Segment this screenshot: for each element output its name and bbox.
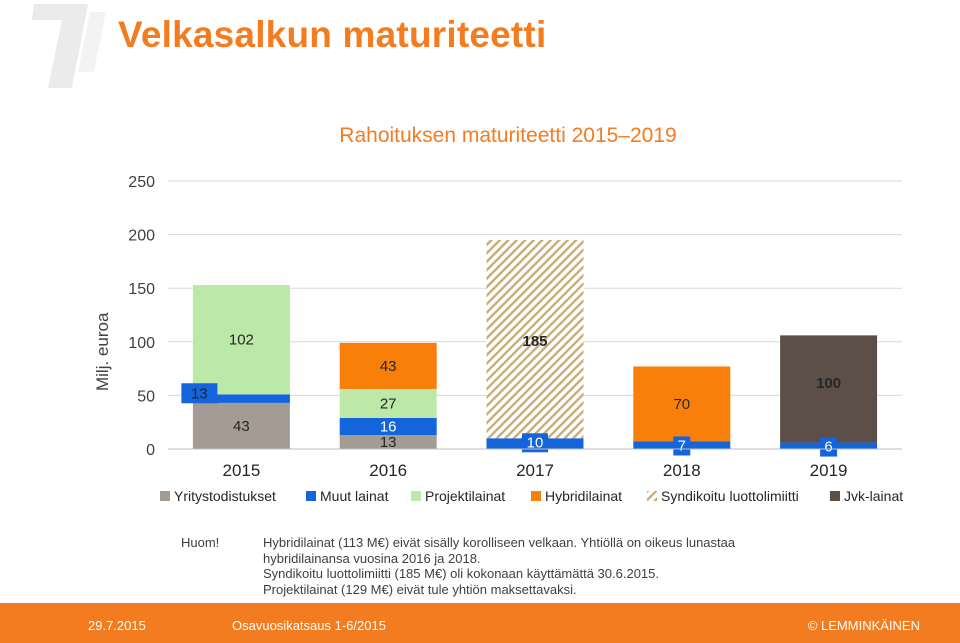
- legend-swatch: [647, 491, 657, 501]
- bar-muut-lainat: [192, 394, 290, 403]
- bar-syndikoitu-luottolimiitti: [486, 239, 584, 439]
- legend-label: Hybridilainat: [545, 488, 622, 504]
- y-tick-label: 100: [128, 335, 155, 352]
- x-tick-label: 2015: [222, 461, 260, 480]
- note-line: hybridilainansa vuosina 2016 ja 2018.: [263, 550, 481, 566]
- y-axis-title: Milj. euroa: [93, 312, 112, 391]
- y-tick-label: 0: [146, 442, 155, 459]
- legend-swatch: [160, 491, 170, 501]
- data-label-box: [522, 433, 548, 453]
- footer-date: 29.7.2015: [88, 618, 146, 633]
- legend-swatch: [306, 491, 316, 501]
- data-label-box: [181, 383, 218, 404]
- x-tick-label: 2016: [369, 461, 407, 480]
- bar-projektilainat: [339, 388, 437, 418]
- note-line: Projektilainat (129 M€) eivät tule yhtiö…: [263, 581, 577, 597]
- legend-swatch: [411, 491, 421, 501]
- bar-yritystodistukset: [192, 402, 290, 449]
- bar-projektilainat: [192, 284, 290, 395]
- notes-block: Hybridilainat (113 M€) eivät sisälly kor…: [263, 535, 823, 597]
- footer-bar: 29.7.2015 Osavuosikatsaus 1-6/2015 © LEM…: [0, 603, 960, 643]
- data-label: 27: [380, 395, 397, 412]
- x-tick-label: 2017: [516, 461, 554, 480]
- legend-label: Yritystodistukset: [174, 488, 276, 504]
- chart-title: Rahoituksen maturiteetti 2015–2019: [339, 124, 677, 147]
- data-label: 7: [678, 437, 686, 454]
- note-label: Huom!: [181, 535, 220, 550]
- data-label: 10: [527, 434, 544, 451]
- data-label: 70: [673, 396, 690, 413]
- bar-hybridilainat: [339, 342, 437, 389]
- note-line: Hybridilainat (113 M€) eivät sisälly kor…: [263, 535, 736, 550]
- legend-swatch: [531, 491, 541, 501]
- brand-logo-icon: [32, 4, 106, 88]
- data-label: 43: [380, 358, 397, 375]
- data-label: 13: [380, 434, 397, 451]
- page-title: Velkasalkun maturiteetti: [118, 14, 547, 55]
- bar-muut-lainat: [339, 417, 437, 436]
- x-tick-label: 2018: [663, 461, 701, 480]
- legend-label: Jvk-lainat: [844, 488, 903, 504]
- bar-hybridilainat: [633, 366, 731, 442]
- x-tick-label: 2019: [810, 461, 848, 480]
- bar-jvk-lainat: [780, 335, 878, 443]
- note-line: Syndikoitu luottolimiitti (185 M€) oli k…: [263, 566, 659, 581]
- legend-label: Projektilainat: [425, 488, 505, 504]
- legend-label: Syndikoitu luottolimiitti: [661, 488, 799, 504]
- data-label: 16: [380, 418, 397, 435]
- legend-label: Muut lainat: [320, 488, 389, 504]
- y-tick-label: 150: [128, 281, 155, 298]
- legend-swatch: [830, 491, 840, 501]
- data-label-box: [673, 436, 691, 456]
- y-tick-label: 50: [137, 388, 155, 405]
- data-label: 102: [229, 332, 254, 349]
- y-tick-label: 200: [128, 228, 155, 245]
- y-tick-label: 250: [128, 174, 155, 191]
- footer-brand: © LEMMINKÄINEN: [807, 618, 920, 633]
- data-label: 13: [191, 385, 208, 402]
- data-label: 6: [824, 439, 832, 456]
- data-label: 100: [816, 375, 841, 392]
- footer-report: Osavuosikatsaus 1-6/2015: [232, 618, 386, 633]
- data-label-box: [820, 437, 838, 457]
- bar-yritystodistukset: [339, 435, 437, 449]
- data-label: 185: [522, 333, 547, 350]
- data-label: 43: [233, 418, 250, 435]
